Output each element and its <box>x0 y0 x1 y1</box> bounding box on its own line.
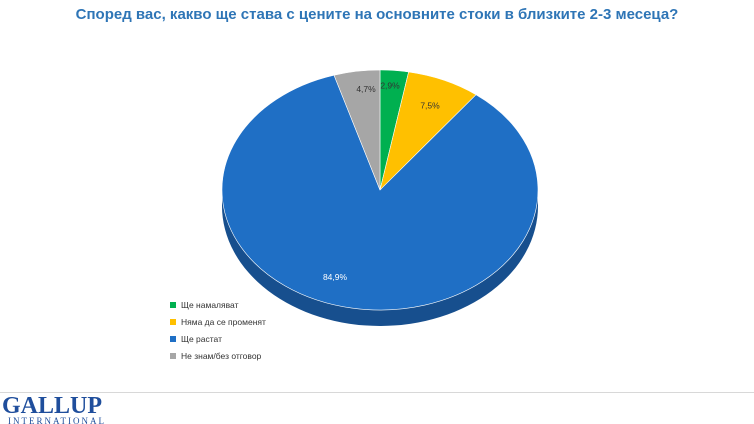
legend-swatch <box>170 335 176 342</box>
legend-label: Ще намаляват <box>181 299 239 310</box>
legend-label: Не знам/без отговор <box>181 350 262 361</box>
pie-data-labels: 2,9% 7,5% 84,9% 4,7% <box>323 80 440 282</box>
pie-slices <box>221 69 539 311</box>
logo-subtitle: INTERNATIONAL <box>8 416 106 424</box>
slice-decrease-label: 2,9% <box>380 80 400 90</box>
legend-item-increase: Ще растат <box>170 330 310 347</box>
legend-label: Ще растат <box>181 333 222 344</box>
slice-dont-know <box>333 69 381 191</box>
legend-swatch <box>170 318 176 325</box>
chart-title: Според вас, какво ще става с цените на о… <box>75 6 679 23</box>
slice-increase <box>221 74 539 311</box>
legend-item-no-change: Няма да се променят <box>170 313 310 330</box>
logo-wordmark: GALLUP <box>2 394 103 419</box>
gallup-logo: GALLUP INTERNATIONAL <box>0 394 110 424</box>
slice-increase-label: 84,9% <box>323 272 348 282</box>
legend-swatch <box>170 352 176 359</box>
legend-item-dont-know: Не знам/без отговор <box>170 347 310 364</box>
footer-divider <box>0 392 754 393</box>
legend-item-decrease: Ще намаляват <box>170 296 310 313</box>
slice-dont-know-label: 4,7% <box>356 84 376 94</box>
slice-no-change-label: 7,5% <box>420 100 440 110</box>
legend-label: Няма да се променят <box>181 316 266 327</box>
chart-legend: Ще намаляват Няма да се променят Ще раст… <box>170 296 310 368</box>
legend-swatch <box>170 301 176 308</box>
